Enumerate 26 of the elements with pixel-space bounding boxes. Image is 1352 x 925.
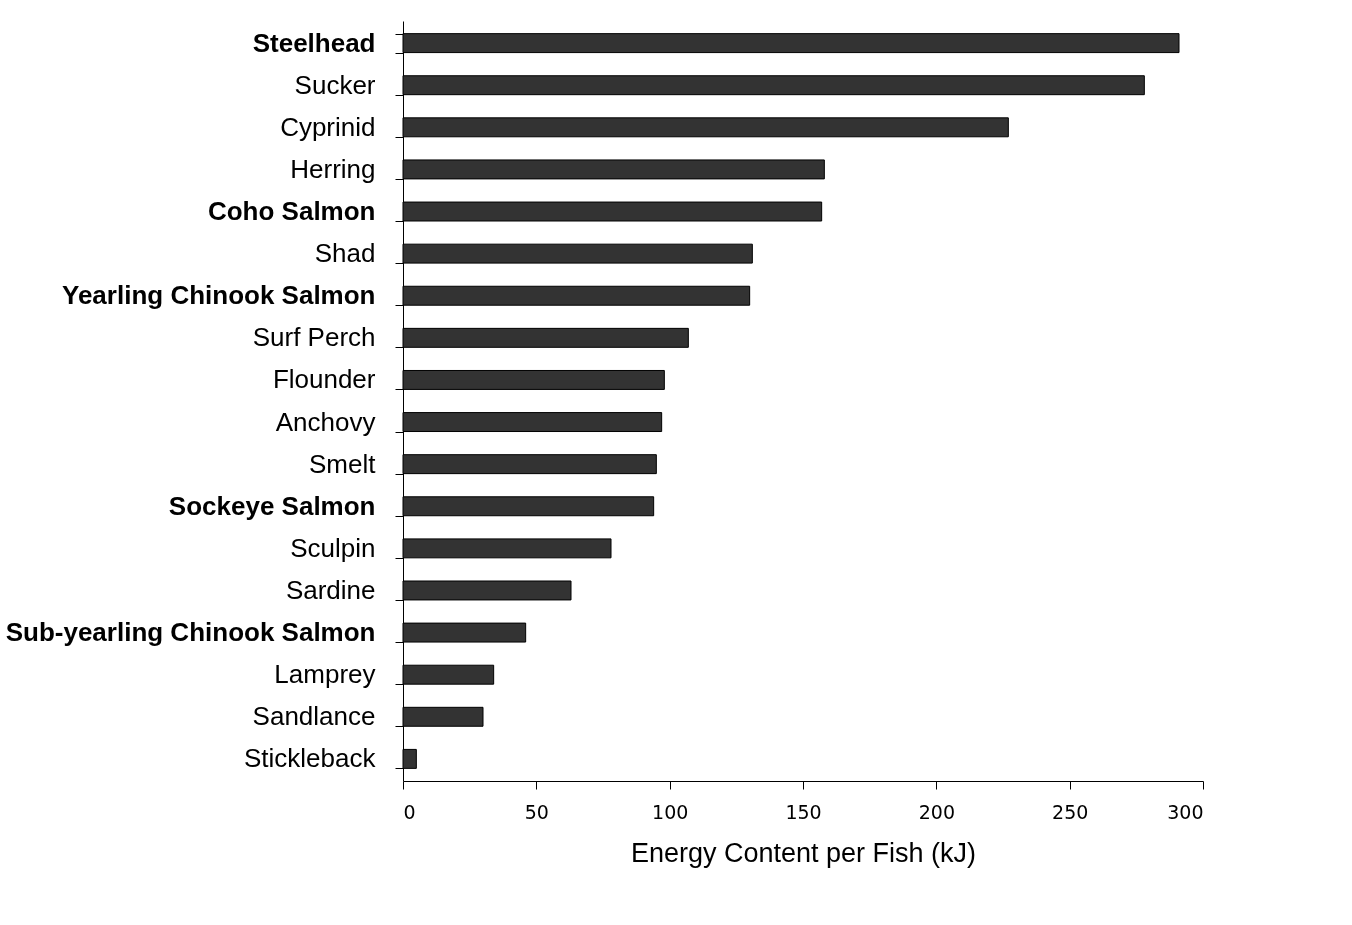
y-tick-label: Surf Perch [252, 322, 376, 353]
y-tick-label: Steelhead [252, 27, 376, 58]
y-tick-label: Flounder [272, 364, 376, 395]
y-tick-label: Herring [290, 153, 376, 184]
x-tick-label: 50 [524, 800, 549, 823]
y-tick-label: Sockeye Salmon [168, 490, 376, 521]
y-tick-label: Coho Salmon [207, 196, 376, 227]
x-axis-title: Energy Content per Fish (kJ) [630, 837, 977, 868]
y-tick-label: Anchovy [275, 406, 376, 437]
y-tick-label: Sub-yearling Chinook Salmon [5, 617, 376, 648]
y-tick-label: Shad [314, 238, 376, 269]
x-tick-label: 0 [403, 800, 416, 823]
x-tick-label: 300 [1167, 800, 1204, 823]
y-tick-label: Cyprinid [280, 111, 376, 142]
y-tick-label: Sucker [294, 69, 376, 100]
y-tick-label: Sandlance [252, 701, 376, 732]
y-tick-label: Stickleback [244, 743, 377, 774]
x-tick-label: 150 [785, 800, 822, 823]
x-tick-label: 100 [652, 800, 689, 823]
x-tick-label: 250 [1052, 800, 1089, 823]
y-tick-label: Smelt [309, 448, 377, 479]
y-tick-label: Sardine [285, 574, 376, 605]
x-tick-label: 200 [918, 800, 955, 823]
y-tick-label: Yearling Chinook Salmon [62, 280, 376, 311]
y-tick-label: Lamprey [274, 659, 376, 690]
y-tick-label: Sculpin [290, 532, 376, 563]
